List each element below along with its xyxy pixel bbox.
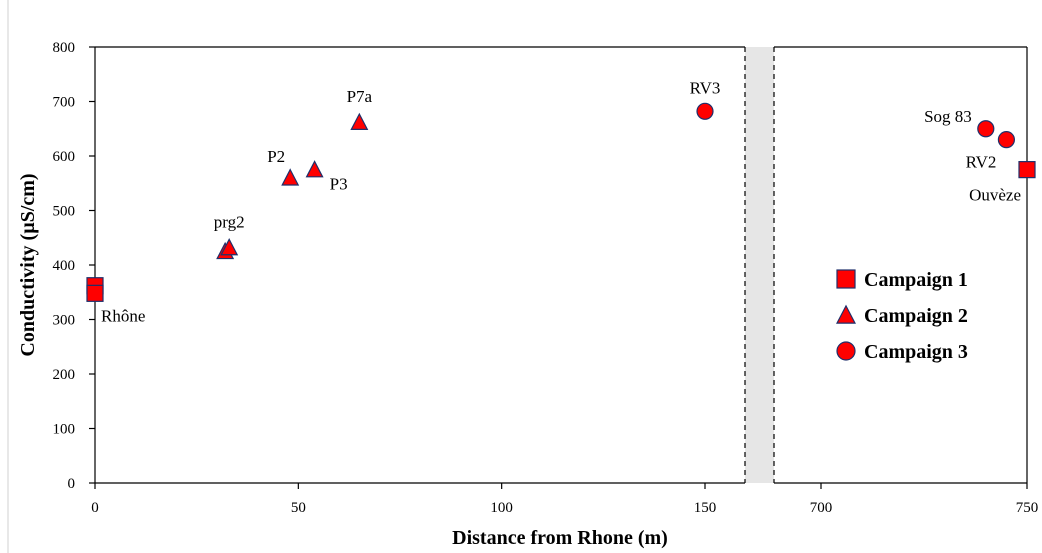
x-tick-label: 50 xyxy=(291,500,306,516)
data-point-label: P2 xyxy=(267,147,285,166)
data-point-triangle-marker xyxy=(305,160,324,178)
y-tick-label: 400 xyxy=(53,258,76,274)
legend-triangle-marker xyxy=(836,304,856,324)
y-tick-label: 700 xyxy=(53,95,76,111)
x-axis-ticks: 0 50 100 150 700 750 xyxy=(91,483,1038,516)
data-point-labels: Rhône Ouvèze prg2 P2 P3 P7a RV3 Sog 83 RV2 xyxy=(101,78,1021,325)
legend-label: Campaign 1 xyxy=(864,269,968,291)
y-axis-title: Conductivity (µS/cm) xyxy=(17,173,39,356)
data-point-square-marker xyxy=(86,284,104,302)
x-tick-label: 750 xyxy=(1016,500,1039,516)
x-tick-label: 700 xyxy=(810,500,833,516)
data-point-label: Rhône xyxy=(101,306,145,325)
data-point-label: Ouvèze xyxy=(969,186,1021,205)
data-point-label: P3 xyxy=(330,175,348,194)
y-tick-label: 200 xyxy=(53,367,76,383)
data-point-triangle-marker xyxy=(220,238,239,256)
x-tick-label: 100 xyxy=(490,500,513,516)
data-point-label: P7a xyxy=(347,87,373,106)
legend: Campaign 1 Campaign 2 Campaign 3 xyxy=(836,269,968,363)
y-tick-label: 100 xyxy=(53,422,76,438)
legend-label: Campaign 3 xyxy=(864,341,968,363)
axis-break-region xyxy=(745,47,774,483)
data-point-label: RV3 xyxy=(690,78,721,97)
y-tick-label: 0 xyxy=(68,476,76,492)
x-axis-title: Distance from Rhone (m) xyxy=(452,527,668,549)
data-point-circle-marker xyxy=(977,120,995,138)
data-point-label: prg2 xyxy=(214,213,245,232)
legend-label: Campaign 2 xyxy=(864,305,968,327)
data-point-triangle-marker xyxy=(281,168,300,186)
data-point-label: Sog 83 xyxy=(924,107,972,126)
data-point-square-marker xyxy=(1018,161,1036,179)
y-axis-ticks: 0 100 200 300 400 500 600 700 800 xyxy=(53,40,95,492)
y-tick-label: 300 xyxy=(53,313,76,329)
data-point-label: RV2 xyxy=(966,153,997,172)
data-point-circle-marker xyxy=(997,131,1016,149)
data-points xyxy=(86,102,1036,302)
x-tick-label: 150 xyxy=(694,500,717,516)
x-tick-label: 0 xyxy=(91,500,99,516)
legend-circle-marker xyxy=(836,341,856,361)
y-tick-label: 500 xyxy=(53,204,76,220)
y-tick-label: 600 xyxy=(53,149,76,165)
data-point-circle-marker xyxy=(696,102,714,120)
legend-square-marker xyxy=(836,269,856,289)
y-tick-label: 800 xyxy=(53,40,76,56)
data-point-triangle-marker xyxy=(350,112,369,131)
